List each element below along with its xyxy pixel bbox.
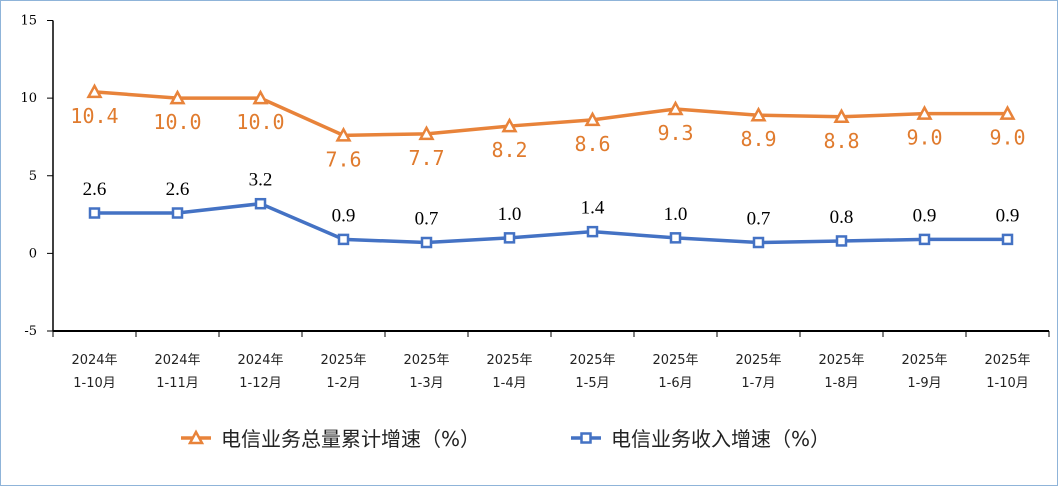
x-tick-label: 2025年 <box>320 353 366 368</box>
x-tick-label: 1-8月 <box>824 376 858 391</box>
x-tick-label: 2025年 <box>901 353 947 368</box>
y-tick-label: 15 <box>20 14 37 29</box>
square-marker <box>752 236 765 249</box>
x-tick-label: 2025年 <box>403 353 449 368</box>
data-label: 9.0 <box>906 126 942 150</box>
square-marker <box>918 233 931 246</box>
square-marker <box>254 197 267 210</box>
x-tick-label: 2025年 <box>486 353 532 368</box>
x-tick-label: 1-12月 <box>239 376 282 391</box>
x-tick-label: 1-5月 <box>575 376 609 391</box>
square-marker <box>586 225 599 238</box>
data-label: 0.8 <box>830 207 854 228</box>
x-tick-label: 1-11月 <box>156 376 199 391</box>
data-label: 1.4 <box>581 198 605 219</box>
data-label: 2.6 <box>166 179 190 200</box>
legend-triangle-icon <box>187 429 205 445</box>
data-label: 7.6 <box>325 147 361 171</box>
triangle-marker <box>252 89 269 105</box>
triangle-marker <box>750 106 767 122</box>
data-label: 10.0 <box>153 110 201 134</box>
triangle-marker <box>169 89 186 105</box>
series-line-1 <box>94 201 1008 245</box>
x-tick-label: 2024年 <box>237 353 283 368</box>
data-label: 0.7 <box>415 209 439 230</box>
data-label: 0.9 <box>332 205 356 226</box>
data-label: 9.3 <box>657 121 693 145</box>
x-tick-label: 1-4月 <box>492 376 526 391</box>
legend-square-icon <box>580 432 592 444</box>
triangle-marker <box>501 117 518 133</box>
square-marker <box>835 235 848 247</box>
x-tick-label: 2025年 <box>818 353 864 368</box>
data-label: 1.0 <box>498 204 522 225</box>
x-tick-label: 2025年 <box>984 353 1030 368</box>
data-label: 10.4 <box>70 104 118 128</box>
x-tick-label: 1-9月 <box>907 376 941 391</box>
data-label: 2.6 <box>83 179 107 200</box>
data-label: 8.6 <box>574 132 610 156</box>
data-label: 0.7 <box>747 209 771 230</box>
data-label: 9.0 <box>989 126 1025 150</box>
data-label: 0.9 <box>996 205 1020 226</box>
series-line-0 <box>94 90 1008 138</box>
legend-label: 电信业务收入增速（%） <box>611 427 830 451</box>
triangle-marker <box>999 105 1016 120</box>
data-label: 8.2 <box>491 138 527 162</box>
square-marker <box>88 207 101 219</box>
square-marker <box>503 232 516 244</box>
data-label: 3.2 <box>249 170 273 191</box>
legend-label: 电信业务总量累计增速（%） <box>221 427 480 451</box>
square-marker <box>1001 233 1014 246</box>
triangle-marker <box>86 83 103 99</box>
y-tick-label: 5 <box>29 169 37 184</box>
x-tick-label: 2025年 <box>735 353 781 368</box>
y-tick-label: -5 <box>24 324 37 339</box>
x-tick-label: 2024年 <box>71 353 117 368</box>
y-tick-label: 10 <box>20 91 37 106</box>
triangle-marker <box>916 105 933 120</box>
x-tick-label: 1-6月 <box>658 376 692 391</box>
data-label: 8.9 <box>740 127 776 151</box>
data-label: 10.0 <box>236 110 284 134</box>
x-tick-label: 1-7月 <box>741 376 775 391</box>
x-tick-label: 1-10月 <box>986 376 1029 391</box>
square-marker <box>420 236 433 249</box>
x-tick-label: 1-3月 <box>409 376 443 391</box>
data-label: 7.7 <box>408 146 444 170</box>
data-label: 0.9 <box>913 205 937 226</box>
x-tick-label: 2024年 <box>154 353 200 368</box>
triangle-marker <box>584 111 601 127</box>
data-label: 8.8 <box>823 129 859 153</box>
x-tick-label: 2025年 <box>569 353 615 368</box>
data-label: 1.0 <box>664 204 688 225</box>
triangle-marker <box>335 126 352 142</box>
triangle-marker <box>833 108 850 124</box>
x-tick-label: 1-2月 <box>326 376 360 391</box>
x-tick-label: 1-10月 <box>73 376 116 391</box>
square-marker <box>337 233 350 246</box>
y-tick-label: 0 <box>29 246 37 261</box>
square-marker <box>669 232 682 244</box>
x-tick-label: 2025年 <box>652 353 698 368</box>
square-marker <box>171 207 184 219</box>
triangle-marker <box>667 100 684 116</box>
triangle-marker <box>418 125 435 141</box>
